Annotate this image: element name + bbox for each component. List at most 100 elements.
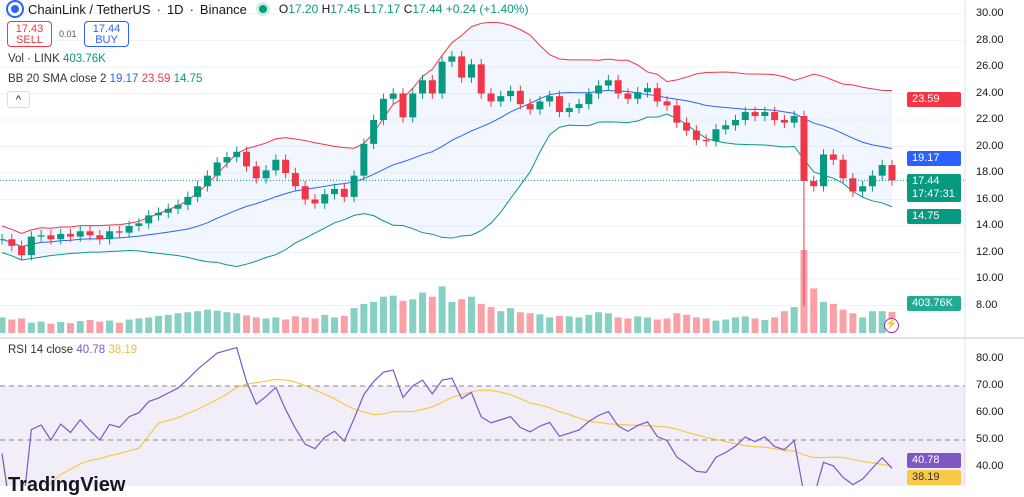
volume-bar (771, 317, 779, 333)
candle (96, 235, 104, 240)
volume-bar (66, 323, 74, 333)
candle (839, 159, 847, 179)
candle (47, 235, 55, 240)
candle (673, 105, 681, 123)
candle (849, 178, 857, 192)
ohlc-open: 17.20 (288, 2, 319, 16)
candle (634, 92, 642, 99)
volume-bar (546, 317, 554, 333)
interval[interactable]: 1D (166, 1, 184, 17)
symbol-name[interactable]: ChainLink / TetherUS (28, 1, 151, 17)
volume-bar (86, 320, 94, 333)
buy-label: BUY (95, 34, 118, 46)
volume-bar (820, 301, 828, 333)
candle (174, 204, 182, 209)
volume-bar (340, 315, 348, 333)
price-tick: 10.00 (976, 272, 1004, 284)
candle (546, 96, 554, 102)
volume-bar (507, 308, 515, 333)
volume-bar (399, 300, 407, 333)
bb-basis-tag: 19.17 (907, 151, 961, 166)
candle (477, 64, 485, 94)
volume-bar (174, 313, 182, 333)
exchange: Binance (199, 1, 247, 17)
candle (409, 93, 417, 118)
candle (761, 112, 769, 117)
volume-bar (96, 321, 104, 333)
candle (262, 170, 270, 179)
volume-bar (643, 317, 651, 333)
volume-bar (839, 309, 847, 333)
volume-bar (243, 315, 250, 333)
volume-bar (732, 317, 739, 333)
candle (780, 120, 788, 123)
market-open-icon (258, 5, 267, 13)
candle (448, 56, 456, 62)
candle (8, 239, 16, 246)
candle (252, 166, 260, 179)
candle (203, 175, 211, 187)
price-tick: 8.00 (976, 298, 998, 311)
candle (604, 80, 612, 86)
volume-bar (438, 286, 446, 333)
price-tag: 17.44 17:47:31 (907, 174, 961, 202)
volume-bar (477, 303, 485, 333)
volume-bar (467, 296, 475, 333)
volume-bar (203, 309, 211, 333)
candle (829, 154, 837, 160)
volume-bar (829, 303, 837, 333)
candle (741, 112, 749, 120)
volume-bar (350, 308, 358, 333)
last-price: 17.44 (912, 175, 940, 187)
chart-canvas[interactable] (0, 0, 1024, 486)
price-tick: 20.00 (976, 139, 1004, 152)
bb-legend[interactable]: BB 20 SMA close 2 19.17 23.59 14.75 (8, 73, 202, 85)
volume-bar (585, 314, 593, 333)
volume-bar (653, 319, 661, 333)
price-tick: 22.00 (976, 113, 1004, 125)
candle (399, 93, 407, 118)
bb-lower-line (1, 113, 893, 267)
candle (868, 175, 876, 187)
candle (458, 56, 466, 78)
volume-bar (291, 316, 299, 333)
volume-bar (115, 322, 123, 333)
candle (18, 245, 26, 256)
candle (497, 96, 505, 102)
volume-bar (409, 299, 417, 333)
candle (643, 88, 651, 93)
candle (194, 186, 202, 197)
collapse-legend-button[interactable]: ^ (7, 91, 30, 108)
buy-button[interactable]: 17.44 BUY (84, 21, 129, 47)
rsi-ma-tag: 38.19 (907, 470, 961, 485)
volume-bar (262, 318, 270, 333)
volume-bar (428, 296, 436, 333)
volume-bar (370, 301, 378, 333)
candle (663, 101, 671, 106)
volume-bar (18, 318, 26, 333)
volume-bar (194, 311, 202, 333)
price-tick: 16.00 (976, 192, 1004, 205)
ohlc-change: +0.24 (+1.40%) (445, 2, 529, 16)
lightning-icon[interactable]: ⚡ (884, 318, 899, 333)
volume-legend[interactable]: Vol · LINK 403.76K (8, 53, 106, 65)
candle (565, 108, 573, 113)
sell-button[interactable]: 17.43 SELL (7, 21, 52, 47)
volume-bar (634, 316, 642, 333)
candle (653, 88, 661, 102)
volume-bar (0, 317, 6, 333)
volume-bar (683, 314, 691, 333)
volume-bar (604, 313, 612, 333)
candle (370, 120, 378, 144)
price-tick: 12.00 (976, 245, 1004, 258)
bb-upper-value: 23.59 (141, 73, 171, 85)
candle (350, 175, 358, 197)
volume-bar (663, 318, 671, 333)
candle (66, 233, 74, 237)
volume-bar (145, 317, 153, 333)
ohlc-high: 17.45 (330, 2, 361, 16)
rsi-legend[interactable]: RSI 14 close 40.78 38.19 (8, 344, 137, 356)
candle (722, 125, 730, 130)
bb-legend-label: BB 20 SMA close 2 (8, 73, 107, 85)
candle (154, 212, 162, 216)
